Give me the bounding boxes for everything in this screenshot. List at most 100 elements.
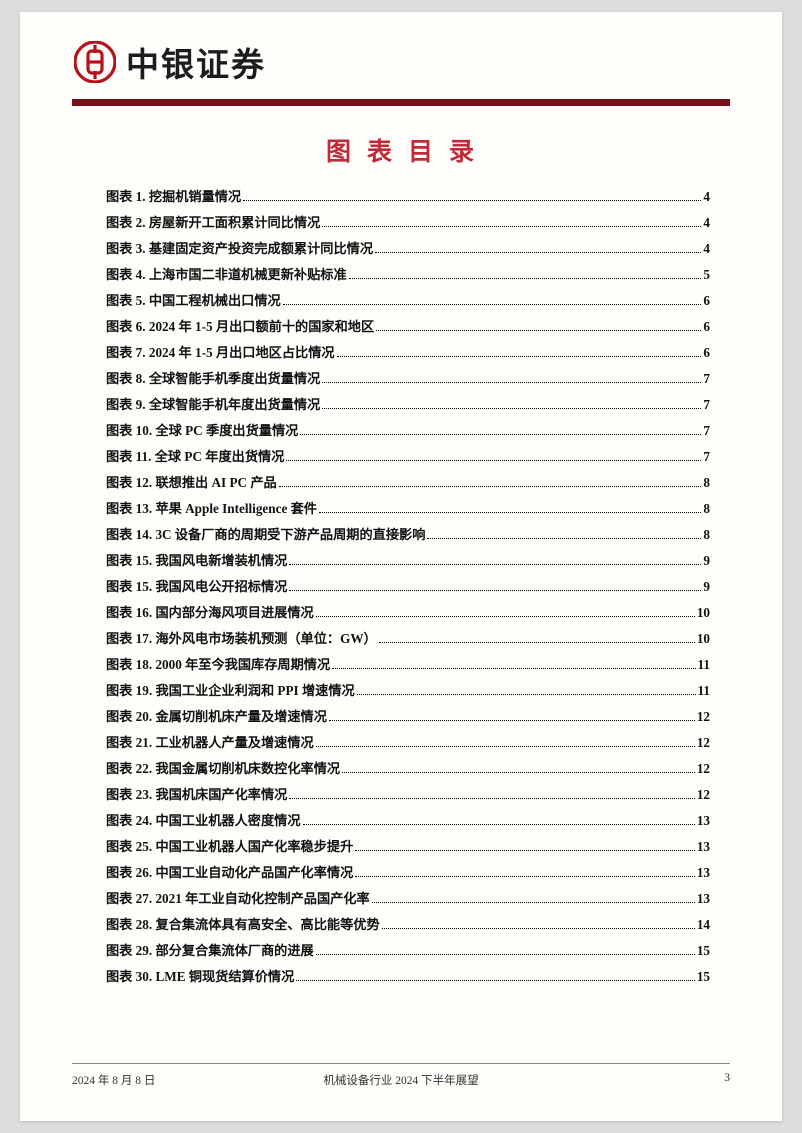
toc-row: 图表 25. 中国工业机器人国产化率稳步提升 13 xyxy=(106,834,710,860)
toc-row: 图表 30. LME 铜现货结算价情况 15 xyxy=(106,964,710,990)
toc-entry-label: 图表 19. 我国工业企业利润和 PPI 增速情况 xyxy=(106,678,355,704)
toc-row: 图表 21. 工业机器人产量及增速情况12 xyxy=(106,730,710,756)
brand-logo: 中银证券 xyxy=(74,38,782,86)
toc-row: 图表 13. 苹果 Apple Intelligence 套件8 xyxy=(106,496,710,522)
toc-row: 图表 15. 我国风电公开招标情况 9 xyxy=(106,574,710,600)
toc-entry-page: 11 xyxy=(698,652,710,678)
toc-row: 图表 18. 2000 年至今我国库存周期情况11 xyxy=(106,652,710,678)
toc-leader-dots xyxy=(316,954,695,955)
toc-entry-label: 图表 29. 部分复合集流体厂商的进展 xyxy=(106,938,314,964)
toc-row: 图表 17. 海外风电市场装机预测（单位：GW）10 xyxy=(106,626,710,652)
toc-leader-dots xyxy=(316,746,695,747)
toc-entry-label: 图表 12. 联想推出 AI PC 产品 xyxy=(106,470,277,496)
toc-entry-page: 8 xyxy=(703,496,710,522)
toc-entry-label: 图表 11. 全球 PC 年度出货情况 xyxy=(106,444,284,470)
toc-leader-dots xyxy=(337,356,702,357)
toc-leader-dots xyxy=(279,486,702,487)
toc-entry-page: 6 xyxy=(703,288,710,314)
toc-entry-page: 7 xyxy=(703,444,710,470)
toc-leader-dots xyxy=(379,642,695,643)
toc-entry-label: 图表 30. LME 铜现货结算价情况 xyxy=(106,964,294,990)
toc-entry-page: 12 xyxy=(697,730,710,756)
toc-entry-page: 7 xyxy=(703,392,710,418)
toc-entry-label: 图表 7. 2024 年 1-5 月出口地区占比情况 xyxy=(106,340,335,366)
toc-entry-page: 7 xyxy=(703,418,710,444)
toc-leader-dots xyxy=(243,200,701,201)
toc-leader-dots xyxy=(349,278,702,279)
toc-row: 图表 12. 联想推出 AI PC 产品 8 xyxy=(106,470,710,496)
page-footer: 2024 年 8 月 8 日 3 机械设备行业 2024 下半年展望 xyxy=(72,1063,730,1093)
toc-leader-dots xyxy=(286,460,701,461)
toc-entry-label: 图表 26. 中国工业自动化产品国产化率情况 xyxy=(106,860,353,886)
toc-leader-dots xyxy=(322,408,701,409)
toc-entry-page: 13 xyxy=(697,834,710,860)
toc-row: 图表 26. 中国工业自动化产品国产化率情况 13 xyxy=(106,860,710,886)
toc-entry-label: 图表 5. 中国工程机械出口情况 xyxy=(106,288,281,314)
toc-entry-page: 15 xyxy=(697,938,710,964)
toc-entry-label: 图表 25. 中国工业机器人国产化率稳步提升 xyxy=(106,834,353,860)
toc-row: 图表 7. 2024 年 1-5 月出口地区占比情况 6 xyxy=(106,340,710,366)
toc-entry-page: 13 xyxy=(697,886,710,912)
toc-row: 图表 15. 我国风电新增装机情况9 xyxy=(106,548,710,574)
toc-leader-dots xyxy=(342,772,695,773)
toc-row: 图表 29. 部分复合集流体厂商的进展 15 xyxy=(106,938,710,964)
toc-leader-dots xyxy=(300,434,701,435)
toc-entry-page: 4 xyxy=(703,184,710,210)
toc-entry-page: 10 xyxy=(697,600,710,626)
toc-entry-page: 6 xyxy=(703,340,710,366)
toc-leader-dots xyxy=(289,590,701,591)
toc-title: 图表目录 xyxy=(20,132,782,168)
toc-row: 图表 9. 全球智能手机年度出货量情况 7 xyxy=(106,392,710,418)
toc-entry-page: 13 xyxy=(697,808,710,834)
brand-name: 中银证券 xyxy=(126,38,266,86)
toc-leader-dots xyxy=(372,902,695,903)
toc-entry-page: 8 xyxy=(703,522,710,548)
toc-row: 图表 19. 我国工业企业利润和 PPI 增速情况 11 xyxy=(106,678,710,704)
toc-row: 图表 6. 2024 年 1-5 月出口额前十的国家和地区 6 xyxy=(106,314,710,340)
toc-entry-page: 11 xyxy=(698,678,710,704)
toc-leader-dots xyxy=(296,980,695,981)
toc-entry-page: 9 xyxy=(703,548,710,574)
toc-row: 图表 27. 2021 年工业自动化控制产品国产化率 13 xyxy=(106,886,710,912)
toc-entry-label: 图表 4. 上海市国二非道机械更新补贴标准 xyxy=(106,262,347,288)
toc-entry-label: 图表 9. 全球智能手机年度出货量情况 xyxy=(106,392,320,418)
toc-row: 图表 10. 全球 PC 季度出货量情况7 xyxy=(106,418,710,444)
toc-leader-dots xyxy=(357,694,696,695)
toc-row: 图表 8. 全球智能手机季度出货量情况7 xyxy=(106,366,710,392)
toc-entry-label: 图表 15. 我国风电公开招标情况 xyxy=(106,574,287,600)
document-page: 中银证券 图表目录 图表 1. 挖掘机销量情况4图表 2. 房屋新开工面积累计同… xyxy=(20,12,782,1121)
toc-entry-page: 15 xyxy=(697,964,710,990)
toc-entry-page: 6 xyxy=(703,314,710,340)
toc-row: 图表 22. 我国金属切削机床数控化率情况12 xyxy=(106,756,710,782)
toc-leader-dots xyxy=(382,928,695,929)
footer-subtitle: 机械设备行业 2024 下半年展望 xyxy=(72,1072,730,1088)
toc-leader-dots xyxy=(427,538,701,539)
toc-row: 图表 16. 国内部分海风项目进展情况10 xyxy=(106,600,710,626)
toc-entry-page: 13 xyxy=(697,860,710,886)
toc-entry-label: 图表 14. 3C 设备厂商的周期受下游产品周期的直接影响 xyxy=(106,522,425,548)
toc-leader-dots xyxy=(319,512,701,513)
toc-entry-label: 图表 28. 复合集流体具有高安全、高比能等优势 xyxy=(106,912,380,938)
toc-row: 图表 28. 复合集流体具有高安全、高比能等优势 14 xyxy=(106,912,710,938)
toc-leader-dots xyxy=(322,226,701,227)
toc-entry-label: 图表 24. 中国工业机器人密度情况 xyxy=(106,808,301,834)
toc-entry-label: 图表 1. 挖掘机销量情况 xyxy=(106,184,241,210)
toc-entry-label: 图表 6. 2024 年 1-5 月出口额前十的国家和地区 xyxy=(106,314,374,340)
toc-row: 图表 20. 金属切削机床产量及增速情况12 xyxy=(106,704,710,730)
toc-leader-dots xyxy=(376,330,701,331)
toc-entry-page: 4 xyxy=(703,236,710,262)
toc-leader-dots xyxy=(289,564,701,565)
toc-entry-page: 9 xyxy=(703,574,710,600)
toc-row: 图表 23. 我国机床国产化率情况12 xyxy=(106,782,710,808)
toc-list: 图表 1. 挖掘机销量情况4图表 2. 房屋新开工面积累计同比情况4图表 3. … xyxy=(20,184,782,990)
toc-row: 图表 11. 全球 PC 年度出货情况 7 xyxy=(106,444,710,470)
toc-row: 图表 5. 中国工程机械出口情况 6 xyxy=(106,288,710,314)
page-header: 中银证券 xyxy=(20,12,782,106)
boc-logo-icon xyxy=(74,41,116,83)
toc-leader-dots xyxy=(375,252,701,253)
toc-entry-page: 8 xyxy=(703,470,710,496)
toc-leader-dots xyxy=(289,798,694,799)
toc-entry-label: 图表 27. 2021 年工业自动化控制产品国产化率 xyxy=(106,886,370,912)
toc-entry-page: 14 xyxy=(697,912,710,938)
toc-entry-label: 图表 3. 基建固定资产投资完成额累计同比情况 xyxy=(106,236,373,262)
